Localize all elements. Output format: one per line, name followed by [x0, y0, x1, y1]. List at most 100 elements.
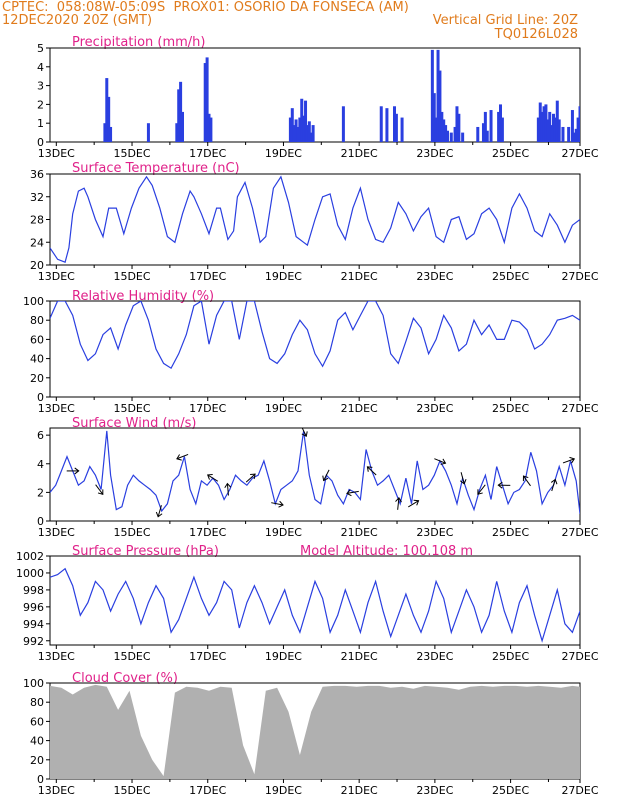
wind-xtick-label: 27DEC [561, 526, 598, 539]
wind-arrow-head [176, 454, 182, 461]
humidity-ytick-label: 20 [30, 372, 44, 385]
wind-arrow-head [278, 500, 284, 508]
cloud-cover-xtick-label: 17DEC [189, 784, 226, 797]
wind-arrow [477, 484, 486, 495]
precip-bar [536, 117, 540, 142]
wind-arrow-head [522, 475, 529, 482]
wind-arrow [300, 428, 308, 438]
precip-bar [500, 117, 504, 142]
precip-bar [304, 100, 308, 142]
precip-bar [561, 126, 565, 142]
precipitation-xtick-label: 13DEC [38, 147, 75, 160]
precip-bar [292, 125, 296, 142]
wind-arrow [66, 467, 80, 475]
cloud-cover-ytick-label: 100 [23, 677, 44, 690]
wind-arrow-shaft [95, 484, 104, 495]
run-date: 12DEC2020 20Z (GMT) [2, 13, 153, 28]
cloud-cover-ytick-label: 80 [30, 696, 44, 709]
cloud-cover-ytick-label: 60 [30, 715, 44, 728]
wind-arrow [271, 500, 284, 508]
wind-arrow-shaft [323, 469, 330, 481]
precipitation-ytick-label: 5 [37, 42, 44, 55]
wind-xtick-label: 13DEC [38, 526, 75, 539]
humidity-xtick-label: 25DEC [492, 402, 529, 415]
wind-arrow-shaft [551, 479, 556, 492]
wind-arrow [224, 482, 232, 496]
pressure-ytick-label: 1002 [16, 550, 44, 563]
precip-bar [177, 89, 181, 142]
wind-arrow [459, 472, 467, 485]
humidity-ytick-label: 100 [23, 295, 44, 308]
precip-bar [446, 130, 449, 142]
cloud-cover-title: Cloud Cover (%) [72, 671, 178, 686]
wind-xtick-label: 17DEC [189, 526, 226, 539]
humidity-ytick-label: 0 [37, 391, 44, 404]
temperature-xtick-label: 19DEC [265, 270, 302, 283]
precip-bar [385, 108, 389, 142]
precip-bar [298, 117, 302, 142]
wind-arrow-shaft [460, 472, 465, 485]
wind-arrow [95, 484, 104, 495]
wind-arrow [206, 473, 219, 482]
humidity-ytick-label: 60 [30, 333, 44, 346]
precip-bar [294, 119, 298, 142]
precip-bar [538, 102, 542, 142]
temperature-xtick-label: 27DEC [561, 270, 598, 283]
precip-bar [552, 113, 555, 142]
humidity-xtick-label: 21DEC [341, 402, 378, 415]
pressure-ytick-label: 992 [23, 635, 44, 648]
wind-xtick-label: 23DEC [416, 526, 453, 539]
precip-bar [290, 108, 294, 142]
precipitation-ytick-label: 0 [37, 136, 44, 149]
temperature-series [50, 175, 580, 264]
wind-arrow-shaft [346, 490, 359, 494]
precip-bar [309, 132, 313, 142]
pressure-ytick-label: 1000 [16, 567, 44, 580]
wind-arrow [176, 453, 189, 461]
wind-arrow [550, 478, 558, 492]
wind-arrow [497, 481, 511, 489]
precip-bar [476, 126, 480, 142]
wind-arrow [522, 475, 531, 487]
humidity-xtick-label: 13DEC [38, 402, 75, 415]
temperature-xtick-label: 21DEC [341, 270, 378, 283]
precip-bar [302, 115, 306, 142]
pressure-title: Surface Pressure (hPa) [72, 544, 219, 559]
precipitation-xtick-label: 23DEC [416, 147, 453, 160]
wind-arrow-head [155, 511, 163, 518]
wind-xtick-label: 21DEC [341, 526, 378, 539]
precip-bar [394, 113, 398, 142]
wind-arrow [395, 497, 402, 510]
precip-bar [109, 126, 113, 142]
wind-arrow-shaft [245, 473, 256, 483]
wind-frame [49, 427, 581, 522]
wind-xtick-label: 15DEC [113, 526, 150, 539]
precip-bar [400, 117, 404, 142]
precip-bar [550, 125, 554, 142]
precipitation-series [103, 49, 580, 142]
wind-xtick-label: 25DEC [492, 526, 529, 539]
wind-series [50, 428, 580, 518]
temperature-xtick-label: 15DEC [113, 270, 150, 283]
precip-bar [574, 128, 578, 142]
precip-bar [546, 119, 550, 142]
precip-bar [205, 57, 209, 142]
pressure-ytick-label: 996 [23, 601, 44, 614]
precipitation-ytick-label: 4 [37, 61, 44, 74]
pressure-ytick-label: 998 [23, 584, 44, 597]
temperature-ytick-label: 36 [30, 168, 44, 181]
wind-arrow [434, 458, 447, 465]
humidity-xtick-label: 27DEC [561, 402, 598, 415]
precipitation-xtick-label: 19DEC [265, 147, 302, 160]
pressure-xtick-label: 15DEC [113, 650, 150, 663]
wind-arrow [346, 489, 359, 497]
wind-arrow-head [366, 466, 373, 472]
precip-bar [436, 49, 440, 142]
precip-bar [103, 123, 107, 142]
wind-arrow-head [322, 475, 329, 482]
precipitation-xtick-label: 15DEC [113, 147, 150, 160]
precip-bar [379, 106, 383, 142]
vertical-grid-line-note: Vertical Grid Line: 20Z [432, 13, 578, 28]
wind-arrow-shaft [300, 428, 307, 437]
